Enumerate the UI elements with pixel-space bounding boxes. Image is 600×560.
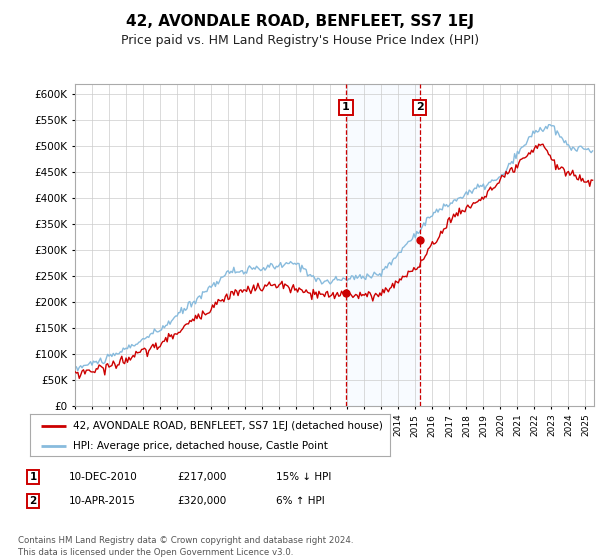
Text: 10-DEC-2010: 10-DEC-2010 <box>69 472 138 482</box>
Text: £320,000: £320,000 <box>177 496 226 506</box>
Text: £217,000: £217,000 <box>177 472 226 482</box>
Text: 1: 1 <box>342 102 350 113</box>
Text: HPI: Average price, detached house, Castle Point: HPI: Average price, detached house, Cast… <box>73 441 328 451</box>
Text: 2: 2 <box>29 496 37 506</box>
Text: 10-APR-2015: 10-APR-2015 <box>69 496 136 506</box>
Text: 6% ↑ HPI: 6% ↑ HPI <box>276 496 325 506</box>
Bar <box>346 84 419 406</box>
Text: 2: 2 <box>416 102 424 113</box>
Text: 15% ↓ HPI: 15% ↓ HPI <box>276 472 331 482</box>
Text: 1: 1 <box>29 472 37 482</box>
Text: 42, AVONDALE ROAD, BENFLEET, SS7 1EJ (detached house): 42, AVONDALE ROAD, BENFLEET, SS7 1EJ (de… <box>73 421 383 431</box>
Text: Contains HM Land Registry data © Crown copyright and database right 2024.
This d: Contains HM Land Registry data © Crown c… <box>18 536 353 557</box>
Text: Price paid vs. HM Land Registry's House Price Index (HPI): Price paid vs. HM Land Registry's House … <box>121 34 479 46</box>
Text: 42, AVONDALE ROAD, BENFLEET, SS7 1EJ: 42, AVONDALE ROAD, BENFLEET, SS7 1EJ <box>126 14 474 29</box>
